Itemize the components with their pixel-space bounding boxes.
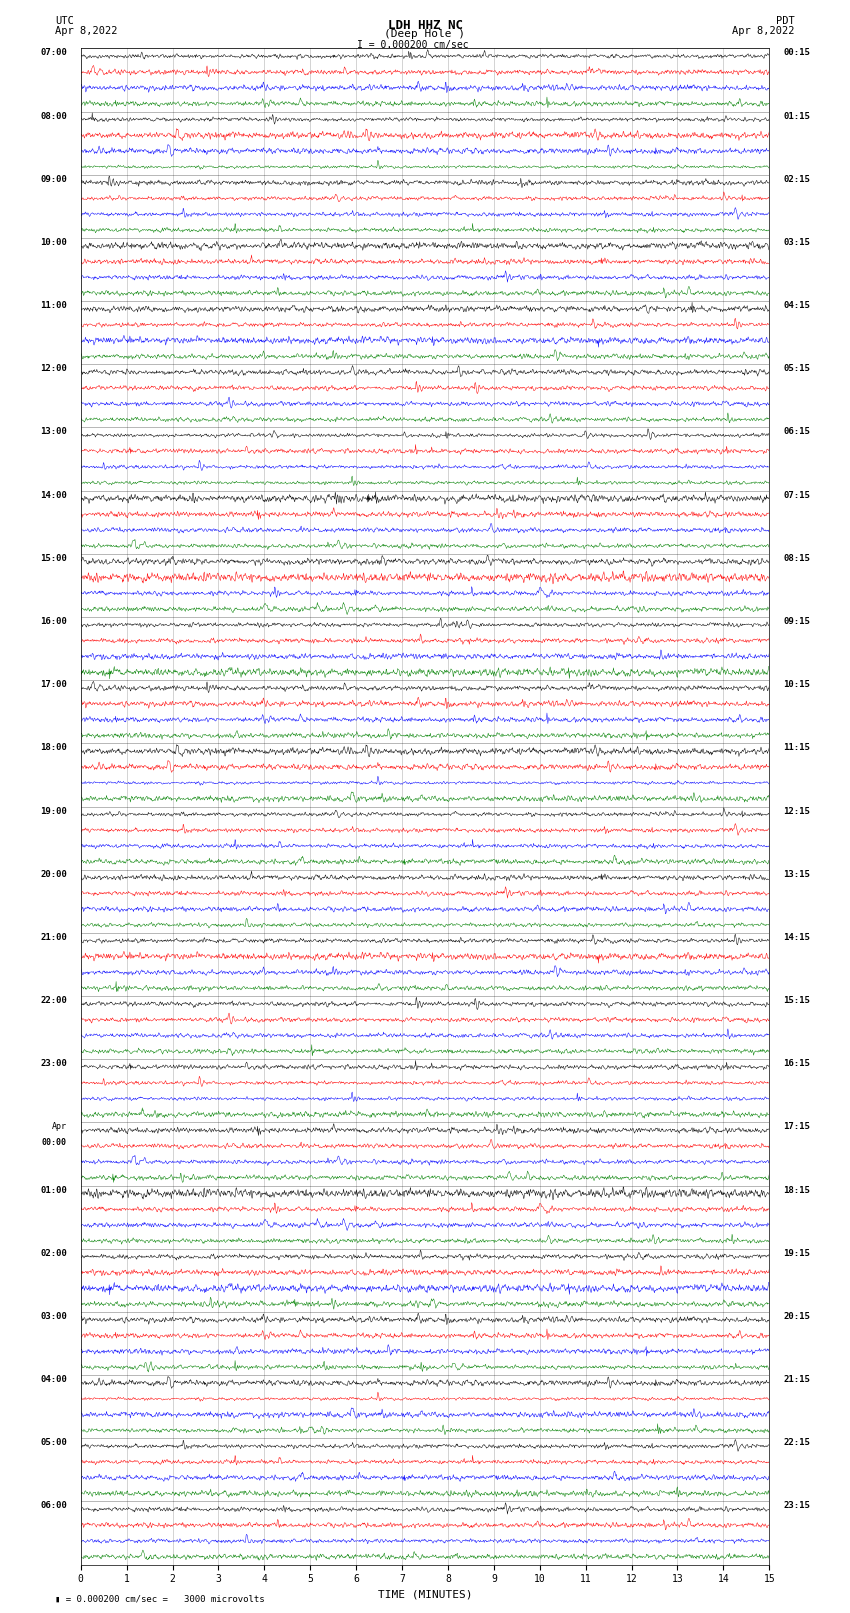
Text: PDT: PDT bbox=[776, 16, 795, 26]
Text: 03:15: 03:15 bbox=[783, 239, 810, 247]
Text: 06:15: 06:15 bbox=[783, 427, 810, 437]
Text: 16:00: 16:00 bbox=[40, 618, 67, 626]
Text: 04:00: 04:00 bbox=[40, 1374, 67, 1384]
Text: 22:15: 22:15 bbox=[783, 1439, 810, 1447]
Text: LDH HHZ NC: LDH HHZ NC bbox=[388, 19, 462, 32]
Text: 01:00: 01:00 bbox=[40, 1186, 67, 1195]
Text: 17:00: 17:00 bbox=[40, 681, 67, 689]
Text: 18:15: 18:15 bbox=[783, 1186, 810, 1195]
Text: 18:00: 18:00 bbox=[40, 744, 67, 752]
Text: 05:15: 05:15 bbox=[783, 365, 810, 373]
Text: Apr 8,2022: Apr 8,2022 bbox=[732, 26, 795, 35]
Text: 09:00: 09:00 bbox=[40, 174, 67, 184]
Text: 14:15: 14:15 bbox=[783, 932, 810, 942]
Text: 05:00: 05:00 bbox=[40, 1439, 67, 1447]
Text: 21:15: 21:15 bbox=[783, 1374, 810, 1384]
Text: 20:15: 20:15 bbox=[783, 1311, 810, 1321]
Text: 12:00: 12:00 bbox=[40, 365, 67, 373]
Text: 13:15: 13:15 bbox=[783, 869, 810, 879]
Text: 04:15: 04:15 bbox=[783, 302, 810, 310]
Text: 10:15: 10:15 bbox=[783, 681, 810, 689]
Text: 15:00: 15:00 bbox=[40, 553, 67, 563]
Text: 02:00: 02:00 bbox=[40, 1248, 67, 1258]
Text: UTC: UTC bbox=[55, 16, 74, 26]
Text: 03:00: 03:00 bbox=[40, 1311, 67, 1321]
Text: 07:00: 07:00 bbox=[40, 48, 67, 58]
Text: 20:00: 20:00 bbox=[40, 869, 67, 879]
Text: 09:15: 09:15 bbox=[783, 618, 810, 626]
Text: I = 0.000200 cm/sec: I = 0.000200 cm/sec bbox=[357, 40, 468, 50]
Text: 19:15: 19:15 bbox=[783, 1248, 810, 1258]
Text: ▮ = 0.000200 cm/sec =   3000 microvolts: ▮ = 0.000200 cm/sec = 3000 microvolts bbox=[55, 1594, 265, 1603]
Text: 13:00: 13:00 bbox=[40, 427, 67, 437]
Text: 02:15: 02:15 bbox=[783, 174, 810, 184]
Text: 08:15: 08:15 bbox=[783, 553, 810, 563]
Text: 06:00: 06:00 bbox=[40, 1502, 67, 1510]
Text: 16:15: 16:15 bbox=[783, 1060, 810, 1068]
Text: 17:15: 17:15 bbox=[783, 1123, 810, 1131]
Text: 22:00: 22:00 bbox=[40, 997, 67, 1005]
Text: 19:00: 19:00 bbox=[40, 806, 67, 816]
Text: 21:00: 21:00 bbox=[40, 932, 67, 942]
Text: 01:15: 01:15 bbox=[783, 111, 810, 121]
Text: 08:00: 08:00 bbox=[40, 111, 67, 121]
Text: 00:00: 00:00 bbox=[42, 1139, 67, 1147]
Text: (Deep Hole ): (Deep Hole ) bbox=[384, 29, 466, 39]
Text: Apr 8,2022: Apr 8,2022 bbox=[55, 26, 118, 35]
Text: 11:00: 11:00 bbox=[40, 302, 67, 310]
X-axis label: TIME (MINUTES): TIME (MINUTES) bbox=[377, 1590, 473, 1600]
Text: 23:00: 23:00 bbox=[40, 1060, 67, 1068]
Text: 12:15: 12:15 bbox=[783, 806, 810, 816]
Text: 23:15: 23:15 bbox=[783, 1502, 810, 1510]
Text: 07:15: 07:15 bbox=[783, 490, 810, 500]
Text: 15:15: 15:15 bbox=[783, 997, 810, 1005]
Text: Apr: Apr bbox=[52, 1123, 67, 1131]
Text: 14:00: 14:00 bbox=[40, 490, 67, 500]
Text: 00:15: 00:15 bbox=[783, 48, 810, 58]
Text: 10:00: 10:00 bbox=[40, 239, 67, 247]
Text: 11:15: 11:15 bbox=[783, 744, 810, 752]
